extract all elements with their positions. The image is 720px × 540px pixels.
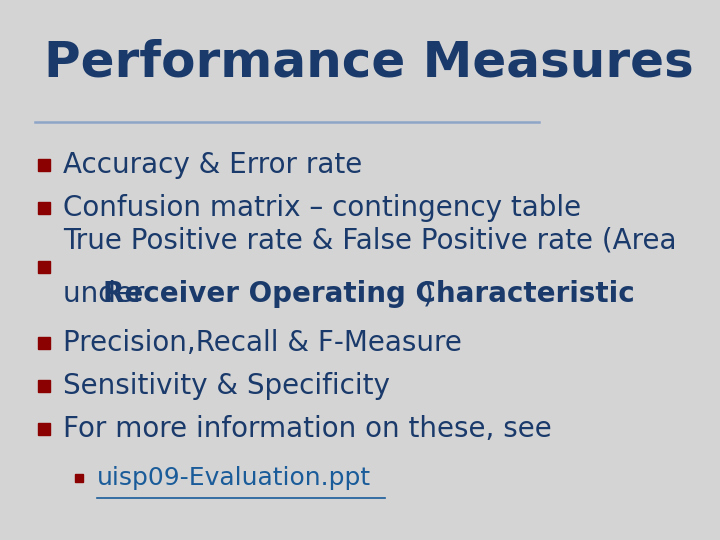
Text: Receiver Operating Characteristic: Receiver Operating Characteristic xyxy=(103,280,635,308)
Text: Performance Measures: Performance Measures xyxy=(44,38,694,86)
Text: uisp09-Evaluation.ppt: uisp09-Evaluation.ppt xyxy=(96,466,371,490)
Text: Accuracy & Error rate: Accuracy & Error rate xyxy=(63,151,363,179)
Text: For more information on these, see: For more information on these, see xyxy=(63,415,552,443)
Text: True Positive rate & False Positive rate (Area: True Positive rate & False Positive rate… xyxy=(63,226,677,254)
Text: ): ) xyxy=(423,280,433,308)
Text: Sensitivity & Specificity: Sensitivity & Specificity xyxy=(63,372,390,400)
Text: Confusion matrix – contingency table: Confusion matrix – contingency table xyxy=(63,194,582,222)
Text: Precision,Recall & F-Measure: Precision,Recall & F-Measure xyxy=(63,329,462,357)
Text: under: under xyxy=(63,280,153,308)
